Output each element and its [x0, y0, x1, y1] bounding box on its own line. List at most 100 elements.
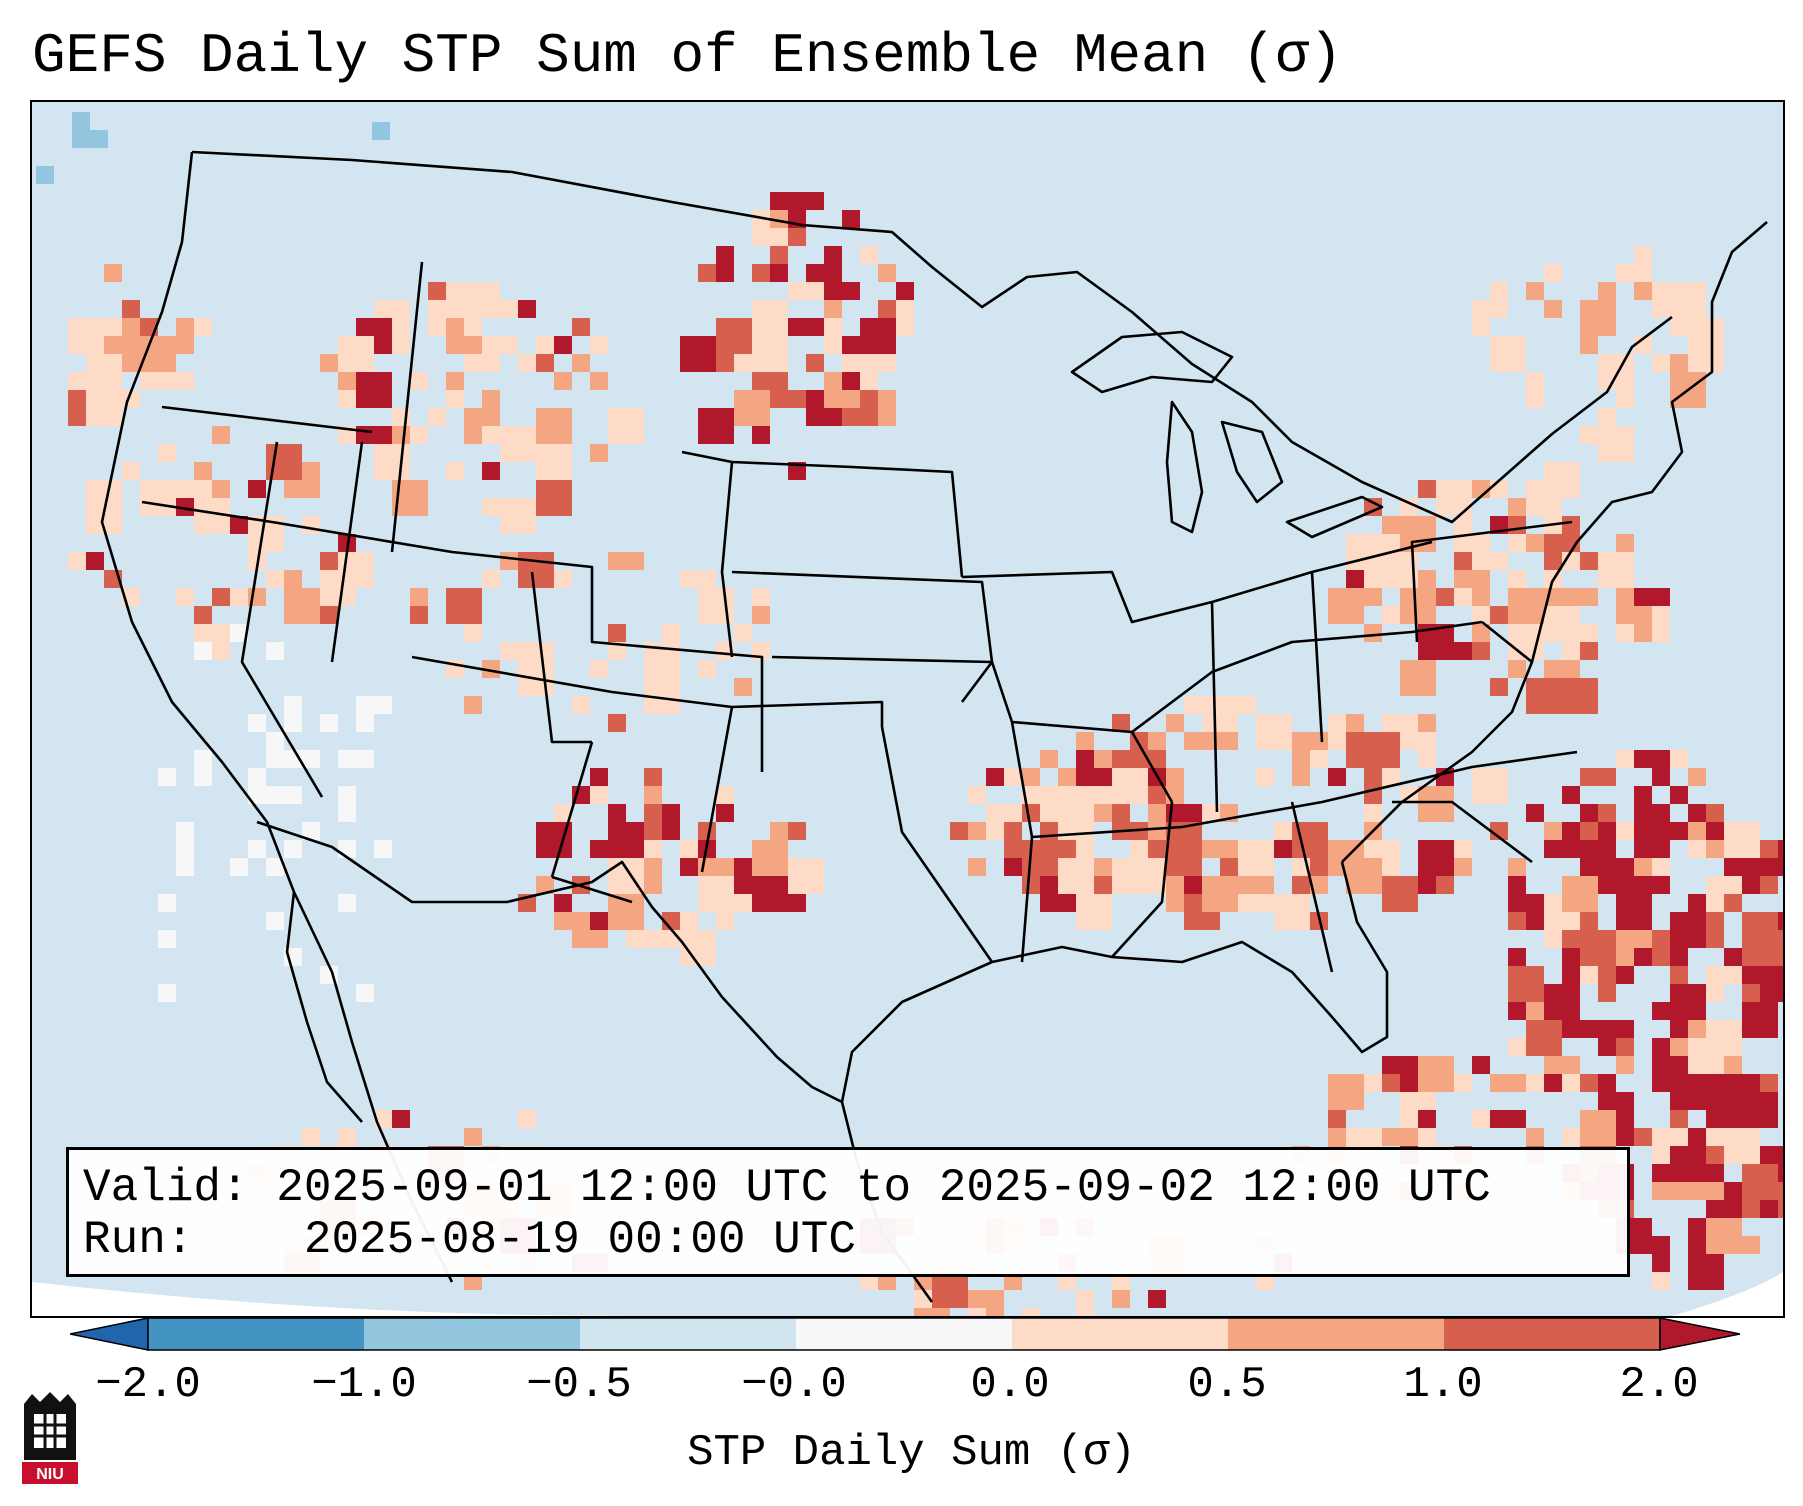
stp-cell — [716, 786, 734, 804]
stp-cell — [1580, 588, 1598, 606]
stp-cell — [284, 786, 302, 804]
stp-cell — [1652, 354, 1670, 372]
stp-cell — [842, 336, 860, 354]
stp-cell — [1580, 552, 1598, 570]
stp-cell — [1562, 1020, 1580, 1038]
stp-cell — [608, 552, 626, 570]
stp-cell — [212, 426, 230, 444]
colorbar-bin — [364, 1318, 580, 1350]
stp-cell — [1598, 984, 1616, 1002]
stp-cell — [446, 372, 464, 390]
stp-cell — [518, 552, 554, 588]
stp-cell — [248, 768, 266, 786]
stp-cell — [1112, 714, 1130, 732]
stp-cell — [1562, 876, 1598, 912]
stp-cell — [1220, 858, 1238, 876]
stp-cell — [1616, 390, 1634, 408]
stp-cell — [356, 984, 374, 1002]
stp-cell — [1598, 354, 1634, 390]
stp-cell — [284, 588, 320, 624]
stp-cell — [716, 354, 734, 372]
stp-cell — [1652, 1038, 1670, 1056]
stp-cell — [1598, 408, 1616, 426]
stp-cell — [464, 318, 482, 336]
stp-cell — [446, 588, 482, 624]
stp-cell — [1346, 858, 1382, 894]
stp-cell — [194, 768, 212, 786]
stp-cell — [698, 408, 734, 444]
stp-cell — [1472, 624, 1490, 642]
stp-cell — [1544, 984, 1580, 1020]
stp-cell — [518, 354, 536, 372]
stp-cell — [1634, 858, 1652, 876]
stp-cell — [608, 804, 626, 822]
stp-cell — [1634, 750, 1652, 768]
stp-cell — [1328, 768, 1346, 786]
stp-cell — [518, 642, 554, 678]
stp-cell — [1094, 876, 1112, 894]
valid-label: Valid: — [83, 1162, 249, 1214]
stp-cell — [1508, 1074, 1526, 1092]
stp-cell — [1418, 1092, 1436, 1110]
stp-cell — [446, 336, 464, 354]
stp-cell — [1670, 948, 1688, 966]
stp-cell — [158, 984, 176, 1002]
stp-cell — [1328, 1074, 1364, 1110]
stp-cell — [1202, 840, 1220, 858]
stp-cell — [1004, 858, 1022, 876]
stp-cell — [1130, 840, 1148, 858]
stp-cell — [1256, 714, 1292, 750]
stp-cell — [608, 408, 644, 444]
colorbar-tick: 1.0 — [1403, 1360, 1483, 1410]
stp-cell — [1148, 858, 1166, 876]
niu-logo: NIU — [22, 1392, 78, 1484]
stp-cell — [590, 912, 608, 930]
colorbar-bin — [1444, 1318, 1660, 1350]
stp-cell — [1580, 426, 1598, 444]
stp-cell — [1148, 840, 1166, 858]
stp-cell — [878, 408, 896, 426]
stp-cell — [1202, 876, 1220, 894]
colorbar — [70, 1317, 1740, 1351]
stp-cell — [122, 300, 140, 318]
stp-cell — [1598, 282, 1616, 300]
stp-cell — [698, 570, 716, 588]
stp-cell — [860, 246, 878, 264]
stp-cell — [338, 840, 356, 858]
stp-cell — [68, 372, 86, 390]
stp-cell — [176, 840, 194, 858]
stp-cell — [1508, 1002, 1526, 1020]
stp-cell — [86, 354, 122, 390]
stp-cell — [824, 336, 842, 354]
stp-cell — [1418, 570, 1436, 588]
stp-cell — [1526, 534, 1544, 552]
stp-cell — [230, 858, 248, 876]
stp-cell — [770, 228, 788, 246]
stp-cell — [644, 786, 662, 804]
stp-cell — [1670, 1110, 1688, 1128]
stp-cell — [1760, 858, 1778, 876]
stp-cell — [374, 840, 392, 858]
stp-cell — [1508, 912, 1526, 930]
stp-cell — [302, 750, 320, 768]
stp-cell — [554, 570, 572, 588]
stp-cell — [752, 264, 770, 282]
stp-cell — [1148, 786, 1166, 804]
stp-cell — [1544, 552, 1562, 570]
stp-cell — [1742, 984, 1760, 1002]
stp-cell — [698, 876, 734, 912]
colorbar-bin — [148, 1318, 364, 1350]
stp-cell — [752, 840, 788, 876]
stp-cell — [734, 354, 752, 372]
stp-cell — [932, 1272, 968, 1308]
stp-cell — [950, 822, 968, 840]
stp-cell — [1742, 1002, 1778, 1038]
colorbar-tick: 2.0 — [1619, 1360, 1699, 1410]
stp-cell — [572, 318, 590, 336]
stp-cell — [410, 606, 428, 624]
stp-cell — [158, 894, 176, 912]
stp-cell — [320, 354, 338, 372]
stp-cell — [1058, 858, 1094, 894]
stp-cell — [1598, 822, 1616, 840]
stp-cell — [1670, 930, 1688, 948]
